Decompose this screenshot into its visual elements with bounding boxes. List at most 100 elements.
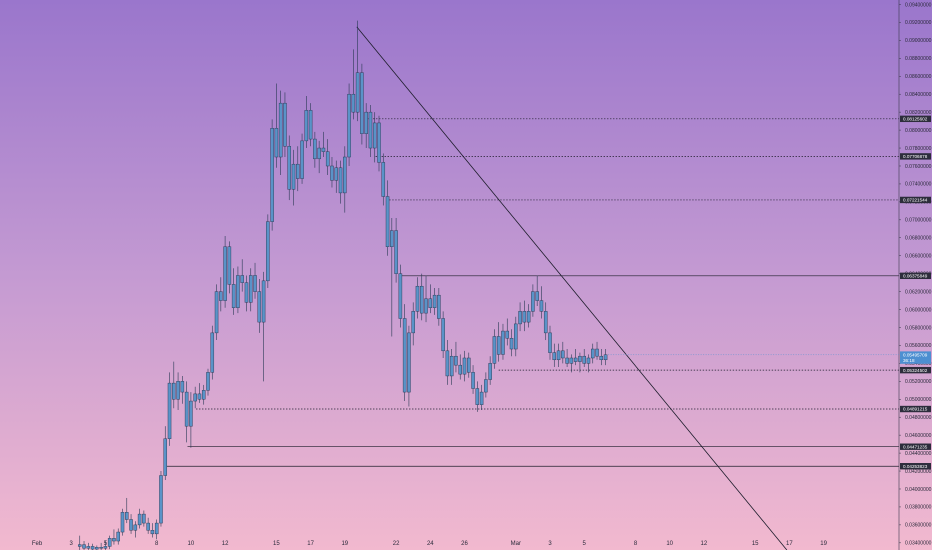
- candle-body: [582, 355, 586, 364]
- candle: [467, 352, 471, 378]
- candle-body: [556, 350, 561, 361]
- candle-body: [509, 338, 514, 350]
- candle: [578, 352, 582, 373]
- x-tick-label: 19: [820, 541, 827, 547]
- candle-body: [479, 391, 484, 405]
- candle: [539, 286, 544, 319]
- y-tick-label: 0.08400000: [905, 92, 932, 98]
- candle: [266, 214, 270, 289]
- candle: [313, 131, 317, 168]
- x-tick-label: 10: [666, 541, 673, 547]
- candle-body: [355, 72, 360, 113]
- candle-body: [449, 355, 454, 377]
- candle: [172, 361, 176, 409]
- candle-body: [603, 354, 608, 361]
- candle: [501, 323, 505, 360]
- candle-body: [103, 546, 108, 549]
- level-price-label-text: 0.07221544: [903, 198, 928, 203]
- y-tick-label: 0.05800000: [905, 325, 932, 331]
- candle-body: [172, 382, 176, 400]
- candle-body: [278, 102, 283, 158]
- candle-body: [552, 352, 557, 361]
- candle-body: [343, 156, 347, 194]
- candle-body: [197, 393, 202, 400]
- candle-body: [419, 285, 424, 314]
- candle: [535, 275, 539, 306]
- candle: [548, 325, 552, 360]
- candle-body: [578, 355, 582, 362]
- candle-body: [90, 546, 95, 550]
- candle: [210, 325, 215, 380]
- trendline: [356, 26, 788, 550]
- candle: [308, 103, 313, 147]
- candle: [325, 139, 330, 175]
- y-tick-label: 0.06000000: [905, 307, 932, 313]
- candle-body: [137, 513, 142, 526]
- candle-body: [377, 122, 381, 163]
- candle: [261, 271, 266, 382]
- candle-body: [270, 128, 274, 222]
- y-tick-label: 0.05600000: [905, 343, 932, 349]
- candle: [116, 528, 120, 545]
- candle-body: [488, 363, 492, 380]
- candle-body: [505, 330, 510, 339]
- candle-body: [590, 348, 595, 359]
- candle: [236, 266, 240, 314]
- candle-body: [424, 298, 428, 314]
- candle: [552, 343, 557, 367]
- level-price-label-text: 0.04471235: [903, 444, 928, 449]
- y-tick-label: 0.09200000: [905, 20, 932, 26]
- y-tick-label: 0.03600000: [905, 523, 932, 529]
- candle: [411, 302, 415, 346]
- candle-body: [189, 400, 193, 427]
- current-price-countdown: 36:18: [903, 358, 915, 363]
- candle-body: [561, 350, 565, 359]
- candle-body: [146, 522, 150, 531]
- candle: [257, 279, 262, 333]
- level-price-label-bg: [900, 153, 931, 160]
- y-tick-label: 0.08000000: [905, 128, 932, 134]
- candle-body: [526, 311, 531, 323]
- x-tick-label: 12: [701, 541, 708, 547]
- candle-body: [129, 519, 133, 531]
- candle: [599, 349, 604, 366]
- candle: [462, 350, 467, 382]
- candle-body: [462, 357, 467, 375]
- candle-body: [539, 300, 544, 312]
- candle: [484, 372, 488, 398]
- candle: [300, 133, 304, 184]
- candle: [287, 135, 291, 201]
- y-tick-label: 0.07000000: [905, 218, 932, 224]
- y-tick-label: 0.06200000: [905, 289, 932, 295]
- candle: [99, 542, 103, 550]
- candle: [449, 349, 454, 385]
- candle-body: [321, 147, 326, 152]
- candle: [347, 83, 351, 166]
- candle-body: [338, 167, 343, 194]
- x-tick-label: 17: [786, 541, 793, 547]
- candle-body: [176, 381, 180, 400]
- candle: [364, 103, 368, 149]
- candle: [321, 131, 326, 158]
- y-tick-label: 0.07600000: [905, 164, 932, 170]
- candle-body: [257, 291, 262, 323]
- candle: [390, 218, 394, 337]
- candle: [184, 381, 189, 443]
- candle-body: [467, 357, 471, 373]
- candle-body: [364, 111, 368, 134]
- x-tick-label: Feb: [32, 541, 43, 547]
- candle: [317, 140, 321, 174]
- candle-body: [531, 291, 535, 312]
- candle-body: [454, 355, 458, 366]
- x-tick-label: 5: [104, 541, 108, 547]
- candle: [201, 384, 206, 405]
- candle-body: [501, 330, 505, 355]
- candle-body: [458, 364, 462, 375]
- time-axis[interactable]: Feb 3 5 8 10 12 15 17 19 22 24 26 Mar 3 5 8 10 12 15 17 19: [32, 541, 828, 547]
- candle-body: [475, 388, 480, 405]
- candle: [505, 318, 510, 346]
- candle-body: [291, 163, 296, 190]
- level-price-label-bg: [900, 272, 931, 280]
